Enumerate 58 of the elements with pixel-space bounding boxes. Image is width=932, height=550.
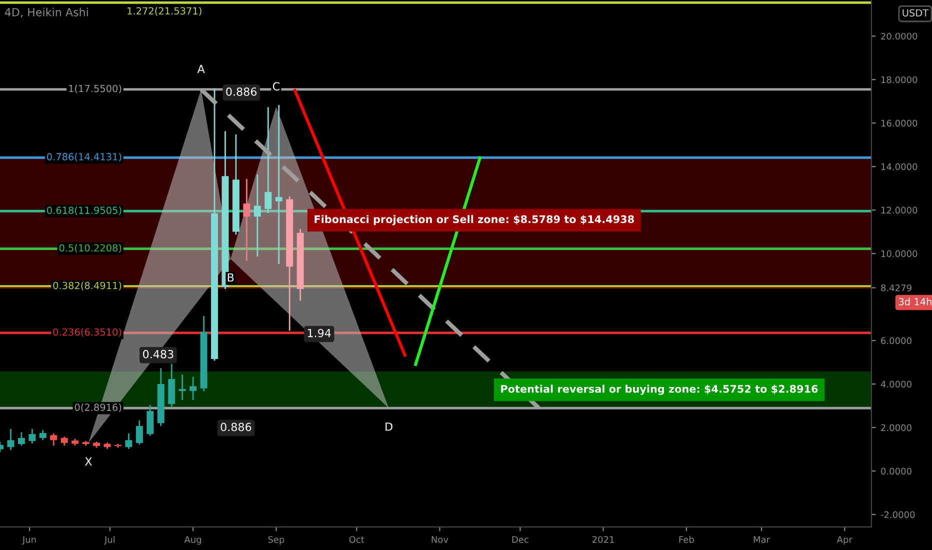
y-tick-label: 0.0000 [881,468,912,475]
x-tick-label: Aug [184,536,202,545]
annotation: 0.483 [143,350,174,358]
annotation: 0.886 [226,87,257,96]
y-tick-label: 20.0000 [881,32,918,40]
y-tick-label: 18.0000 [881,76,918,84]
text: 3d 14h [898,298,932,306]
x-tick-label: Jun [22,536,36,545]
annotation: C [272,82,280,91]
annotation: 1.94 [308,328,331,338]
annotation: A [197,64,205,73]
band-label: Fibonacci projection or Sell zone: $8.5789 to $14.4938 [314,215,634,226]
candlestick [264,107,272,213]
candlestick [243,178,250,261]
candlestick [125,433,132,449]
y-tick-label: 8.4279 [881,284,912,292]
annotation: X [85,457,92,466]
ref-line-label: 0.618(11.9505) [47,206,122,216]
y-tick-label: 4.0000 [880,380,912,388]
ref-line-label: 1.272(21.5371) [128,7,202,16]
x-tick-label: Mar [754,536,770,543]
x-tick-label: Oct [349,536,364,543]
annotation: 0.886 [220,422,252,432]
ref-line-label: 0.236(6.3510) [53,328,122,337]
candlestick [50,433,58,446]
candlestick [275,104,282,264]
y-tick-label: 6.0000 [881,337,912,344]
candlestick [146,405,154,436]
candlestick [190,376,197,400]
y-tick-label: 16.0000 [881,120,918,127]
x-tick-label: Nov [432,536,448,543]
y-tick-label: 10.0000 [881,250,918,258]
x-tick-label: Dec [512,536,528,543]
x-tick-label: Feb [679,536,694,543]
y-tick-label: 12.0000 [881,206,918,214]
ref-line-label: 1(17.5500) [69,84,122,94]
text: 4D, Heikin Ashi [4,8,88,18]
x-tick-label: Apr [836,536,852,545]
band-label: Potential reversal or buying zone: $4.5752 to $2.8916 [501,384,818,395]
candlestick [28,429,36,444]
ref-line-label: 0.786(14.4131) [47,152,122,162]
text: USDT [902,9,929,17]
ref-line-label: 0(2.8916) [74,403,122,412]
x-tick-label: Sep [268,536,284,545]
candlestick [254,174,261,256]
ref-line-label: 0.382(8.4911) [53,282,122,290]
annotation: B [228,273,234,282]
ref-line-label: 0.5(10.2208) [59,244,122,253]
candlestick [178,374,186,400]
x-tick-label: Jul [104,536,115,545]
y-tick-label: 14.0000 [881,163,918,170]
candlestick [7,429,14,450]
candlestick [136,420,143,445]
annotation: D [386,422,392,431]
x-tick-label: 2021 [592,536,614,543]
y-tick-label: -2.0000 [880,511,915,518]
y-tick-label: 2.0000 [881,424,912,432]
candlestick [18,432,25,446]
